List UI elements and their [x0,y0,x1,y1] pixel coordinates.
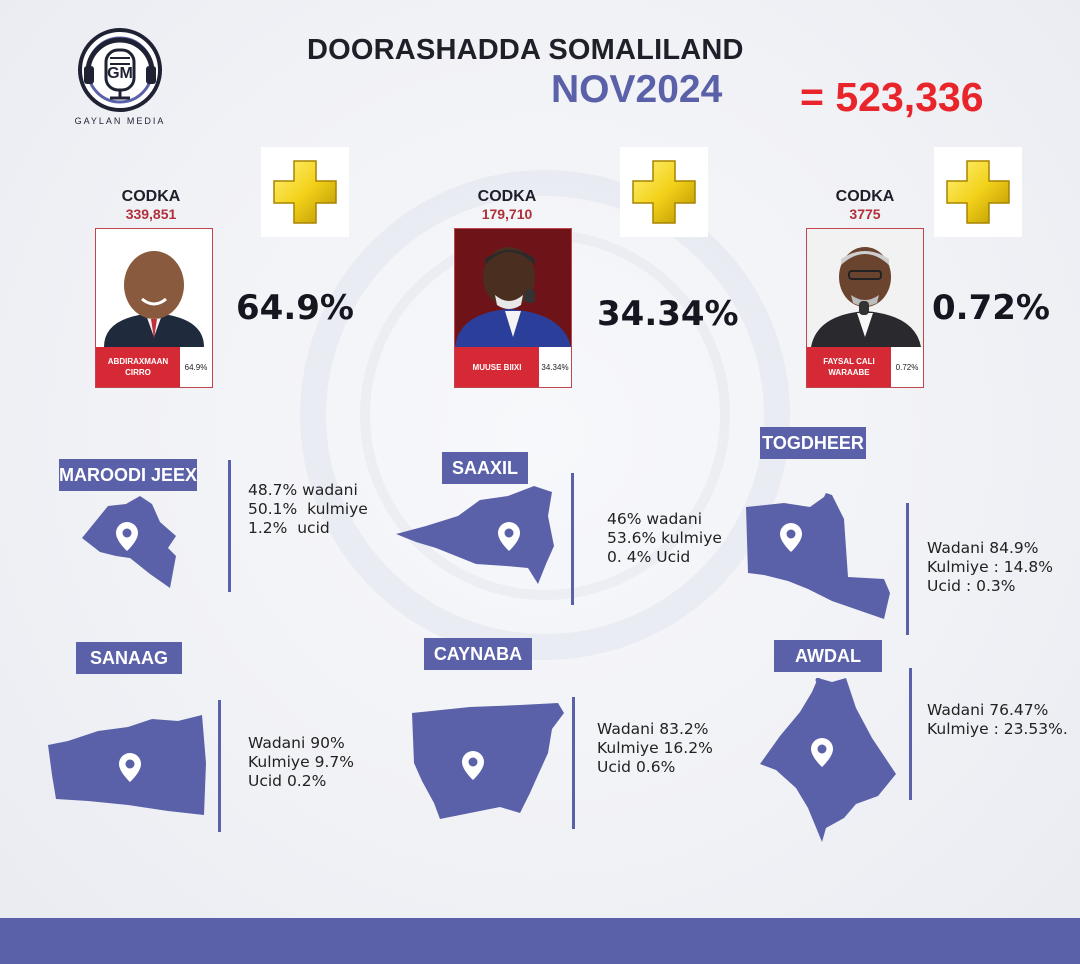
location-pin-icon [462,751,484,780]
region-tag-awdal: AWDAL [774,640,882,672]
divider [218,700,221,832]
region-map-caynaba [412,703,564,819]
divider [571,473,574,605]
candidate-votes: 179,710 [481,206,533,222]
region-tag-caynaba: CAYNABA [424,638,532,670]
plus-icon [934,147,1022,237]
svg-text:GM: GM [107,65,133,82]
candidate-name-bar: MUUSE BIIXI [455,347,539,387]
candidate-pct-badge: 64.9% [180,347,212,387]
region-stats: Wadani 83.2% Kulmiye 16.2% Ucid 0.6% [597,720,713,776]
location-pin-icon [116,522,138,551]
region-map-maroodi-jeex [82,496,176,588]
region-map-togdheer [746,493,890,619]
candidate-photo: FAYSAL CALI WARAABE 0.72% [806,228,924,388]
footer-bar [0,918,1080,964]
region-map-awdal [760,678,896,842]
gaylan-media-logo: GM GAYLAN MEDIA [70,20,174,132]
total-votes: = 523,336 [800,74,984,120]
region-tag-saaxil: SAAXIL [442,452,528,484]
plus-icon [620,147,708,237]
region-tag-sanaag: SANAAG [76,642,182,674]
candidate-big-percentage: 0.72% [932,288,1050,328]
region-stats: 48.7% wadani 50.1% kulmiye 1.2% ucid [248,481,368,537]
region-stats: Wadani 84.9% Kulmiye : 14.8% Ucid : 0.3% [927,539,1053,595]
page-title: DOORASHADDA SOMALILAND [307,34,744,66]
region-stats: Wadani 76.47% Kulmiye : 23.53%. [927,701,1068,738]
candidate-name-bar: FAYSAL CALI WARAABE [807,347,891,387]
region-stats: 46% wadani 53.6% kulmiye 0. 4% Ucid [607,510,722,566]
candidate-name-bar: ABDIRAXMAAN CIRRO [96,347,180,387]
region-stats: Wadani 90% Kulmiye 9.7% Ucid 0.2% [248,734,354,790]
region-map-saaxil [396,486,554,584]
candidate-votes: 3775 [849,206,881,222]
candidate-label: CODKA [477,188,537,205]
region-tag-maroodi-jeex: MAROODI JEEX [59,459,197,491]
divider [906,503,909,635]
candidate-label: CODKA [121,188,181,205]
candidate-votes: 339,851 [125,206,177,222]
region-map-sanaag [48,715,206,815]
location-pin-icon [119,753,141,782]
divider [228,460,231,592]
candidate-label: CODKA [835,188,895,205]
region-tag-togdheer: TOGDHEER [760,427,866,459]
candidate-photo: ABDIRAXMAAN CIRRO 64.9% [95,228,213,388]
candidate-big-percentage: 64.9% [236,288,354,328]
location-pin-icon [811,738,833,767]
location-pin-icon [498,522,520,551]
divider [909,668,912,800]
candidate-photo: MUUSE BIIXI 34.34% [454,228,572,388]
divider [572,697,575,829]
location-pin-icon [780,523,802,552]
candidate-pct-badge: 0.72% [891,347,923,387]
plus-icon [261,147,349,237]
logo-wordmark: GAYLAN MEDIA [75,116,166,126]
candidate-pct-badge: 34.34% [539,347,571,387]
candidate-big-percentage: 34.34% [597,294,739,334]
page-subtitle: NOV2024 [551,68,723,111]
